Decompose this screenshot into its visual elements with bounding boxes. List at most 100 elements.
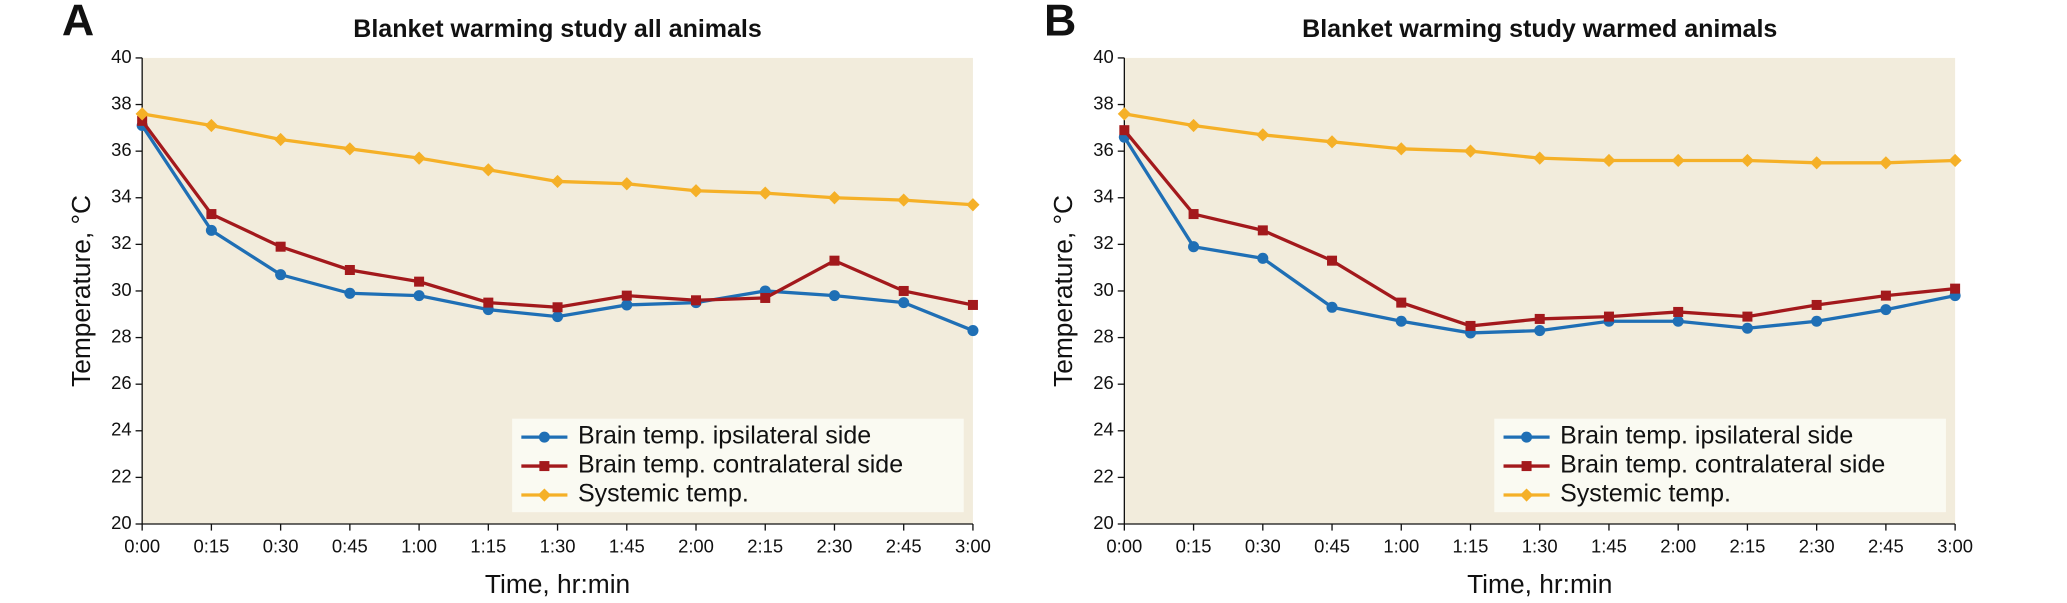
marker xyxy=(1186,118,1201,133)
marker xyxy=(344,287,356,299)
y-axis-label: Temperature, °C xyxy=(66,195,96,387)
marker xyxy=(539,461,550,472)
marker xyxy=(1325,135,1339,149)
marker xyxy=(275,241,286,252)
marker xyxy=(1395,315,1407,327)
marker xyxy=(1534,313,1545,324)
marker xyxy=(344,264,355,275)
marker xyxy=(135,107,149,121)
marker xyxy=(414,276,425,287)
marker xyxy=(275,269,287,281)
marker xyxy=(1534,325,1546,337)
y-tick-label: 34 xyxy=(1093,186,1114,207)
x-tick-label: 3:00 xyxy=(955,536,991,557)
x-tick-label: 2:45 xyxy=(1868,536,1904,557)
marker xyxy=(1811,315,1823,327)
chart-title: Blanket warming study warmed animals xyxy=(1302,15,1777,43)
marker xyxy=(1742,311,1753,322)
y-tick-label: 30 xyxy=(111,279,132,300)
marker xyxy=(621,290,632,301)
x-tick-label: 2:45 xyxy=(886,536,922,557)
x-tick-label: 2:30 xyxy=(817,536,853,557)
marker xyxy=(538,431,550,443)
x-tick-label: 2:00 xyxy=(678,536,714,557)
marker xyxy=(967,299,978,310)
marker xyxy=(689,184,703,198)
marker xyxy=(1521,461,1532,472)
marker xyxy=(1119,125,1130,136)
marker xyxy=(1256,128,1270,142)
marker xyxy=(483,297,494,308)
x-tick-label: 1:45 xyxy=(609,536,645,557)
marker xyxy=(1188,241,1200,253)
x-tick-label: 3:00 xyxy=(1937,536,1973,557)
y-tick-label: 34 xyxy=(111,186,132,207)
panel-label: B xyxy=(1044,0,1076,46)
marker xyxy=(1533,151,1547,165)
y-tick-label: 36 xyxy=(1093,139,1114,160)
legend-label: Brain temp. ipsilateral side xyxy=(578,422,871,450)
marker xyxy=(1327,255,1338,266)
x-axis-label: Time, hr:min xyxy=(1467,569,1612,599)
marker xyxy=(550,174,565,189)
marker xyxy=(1463,144,1478,158)
x-tick-label: 2:00 xyxy=(1660,536,1696,557)
marker xyxy=(481,163,495,177)
marker xyxy=(1603,311,1614,322)
legend-label: Systemic temp. xyxy=(1560,480,1731,508)
y-tick-label: 40 xyxy=(1093,46,1114,67)
marker xyxy=(274,132,288,147)
x-tick-label: 1:00 xyxy=(401,536,437,557)
y-tick-label: 22 xyxy=(111,465,132,486)
y-tick-label: 24 xyxy=(111,419,132,440)
marker xyxy=(1188,209,1199,220)
legend-box xyxy=(512,418,964,513)
legend-label: Systemic temp. xyxy=(578,480,749,508)
y-tick-label: 26 xyxy=(111,372,132,393)
marker xyxy=(1394,142,1408,156)
marker xyxy=(1880,290,1891,301)
x-tick-label: 1:15 xyxy=(470,536,506,557)
marker xyxy=(137,115,148,126)
marker xyxy=(1740,153,1755,168)
marker xyxy=(691,295,702,306)
y-tick-label: 32 xyxy=(1093,232,1114,253)
marker xyxy=(1521,431,1533,443)
x-tick-label: 0:30 xyxy=(1245,536,1281,557)
legend-label: Brain temp. contralateral side xyxy=(578,451,903,479)
x-tick-label: 1:00 xyxy=(1383,536,1419,557)
marker xyxy=(1741,322,1753,334)
panel-label: A xyxy=(62,0,94,46)
y-tick-label: 24 xyxy=(1093,419,1114,440)
x-tick-label: 1:30 xyxy=(540,536,576,557)
y-tick-label: 38 xyxy=(1093,92,1114,113)
marker xyxy=(1948,153,1962,168)
y-axis-label: Temperature, °C xyxy=(1048,195,1078,387)
y-tick-label: 28 xyxy=(111,325,132,346)
marker xyxy=(1465,320,1476,331)
marker xyxy=(204,118,218,133)
x-tick-label: 0:15 xyxy=(193,536,229,557)
marker xyxy=(1673,306,1684,317)
marker xyxy=(205,224,217,236)
marker xyxy=(897,193,911,207)
x-tick-label: 0:45 xyxy=(1314,536,1350,557)
marker xyxy=(1811,299,1822,310)
marker xyxy=(760,292,771,303)
marker xyxy=(1602,153,1616,168)
marker xyxy=(1326,301,1338,313)
x-axis-label: Time, hr:min xyxy=(485,569,630,599)
marker xyxy=(1950,283,1961,294)
legend-label: Brain temp. contralateral side xyxy=(1560,451,1885,479)
marker xyxy=(1396,297,1407,308)
marker xyxy=(1671,153,1685,168)
marker xyxy=(343,142,357,156)
legend-label: Brain temp. ipsilateral side xyxy=(1560,422,1853,450)
x-tick-label: 0:30 xyxy=(263,536,299,557)
x-tick-label: 0:00 xyxy=(1106,536,1142,557)
x-tick-label: 0:00 xyxy=(124,536,160,557)
marker xyxy=(1257,252,1269,264)
marker xyxy=(758,186,772,200)
marker xyxy=(552,302,563,313)
marker xyxy=(966,198,980,212)
